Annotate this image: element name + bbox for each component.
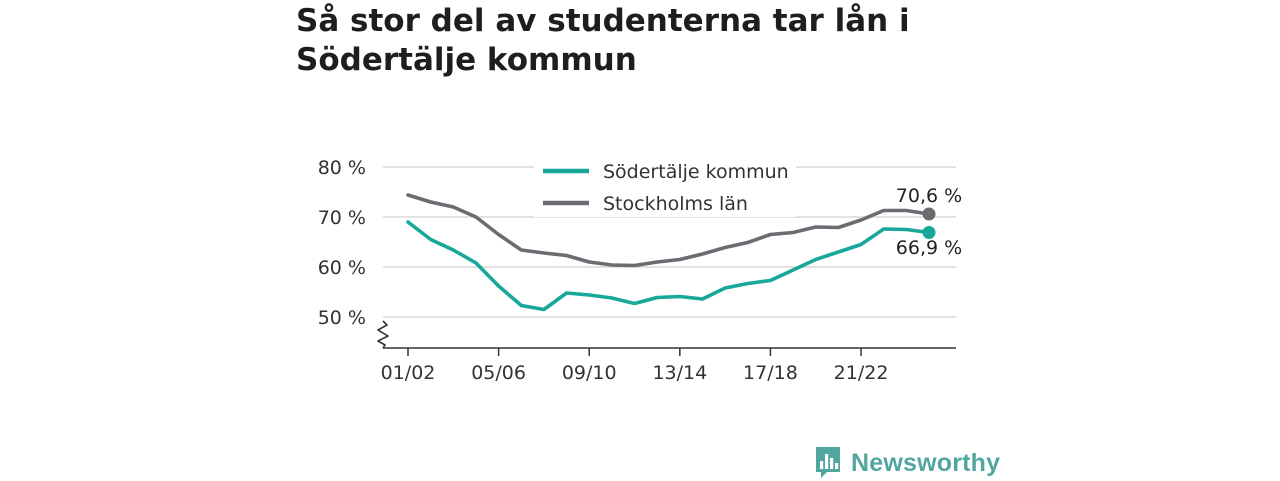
- series-line-0: [406, 220, 931, 312]
- x-tick-label: 17/18: [743, 362, 798, 384]
- legend-background: [534, 157, 796, 217]
- chart-title: Så stor del av studenterna tar lån i Söd…: [296, 3, 910, 78]
- end-label: 70,6 %: [896, 185, 962, 207]
- legend: Södertälje kommun Stockholms län: [534, 157, 796, 217]
- x-tick-label: 05/06: [471, 362, 526, 384]
- y-tick-label: 50 %: [318, 307, 366, 329]
- series-end-marker-1: [922, 207, 936, 221]
- legend-label: Södertälje kommun: [603, 161, 789, 183]
- series-lines: [406, 193, 936, 312]
- x-tick-label: 21/22: [834, 362, 889, 384]
- y-tick-label: 80 %: [318, 157, 366, 179]
- x-axis: 01/02 05/06 09/10 13/14 17/18 21/22: [377, 320, 956, 384]
- brand-name: Newsworthy: [851, 448, 1001, 477]
- end-labels: 70,6 % 66,9 %: [896, 185, 962, 259]
- x-tick-label: 09/10: [562, 362, 617, 384]
- x-tick-label: 01/02: [381, 362, 436, 384]
- y-tick-label: 60 %: [318, 257, 366, 279]
- axis-break-icon: [377, 320, 389, 349]
- legend-label: Stockholms län: [603, 193, 748, 215]
- y-axis-ticks: 50 % 60 % 70 % 80 %: [318, 157, 366, 329]
- series-line-1: [406, 193, 931, 268]
- y-tick-label: 70 %: [318, 207, 366, 229]
- end-label: 66,9 %: [896, 237, 962, 259]
- series-end-marker-0: [922, 226, 936, 239]
- bar-chart-speech-bubble-icon: [816, 447, 840, 478]
- x-tick-label: 13/14: [652, 362, 707, 384]
- newsworthy-logo: Newsworthy: [814, 445, 1000, 481]
